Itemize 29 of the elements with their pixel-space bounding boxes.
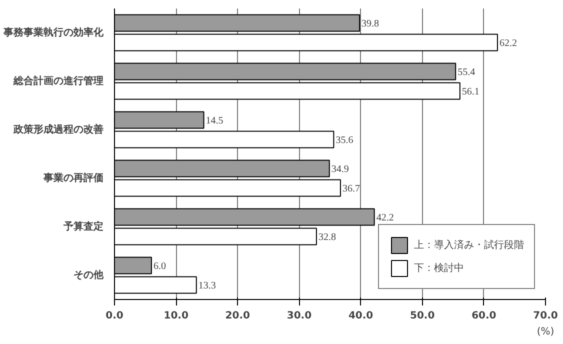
data-label: 13.3 <box>198 280 216 292</box>
x-tick-label: 10.0 <box>164 310 188 322</box>
x-tick-label: 20.0 <box>225 310 250 322</box>
x-tick-label: 0.0 <box>106 310 124 322</box>
x-tick-label: 60.0 <box>472 310 496 322</box>
y-tick-label: 政策形成過程の改善 <box>12 123 104 136</box>
legend-label: 下：検討中 <box>414 262 464 275</box>
y-tick-label: その他 <box>74 268 104 281</box>
y-tick-label: 事務事業執行の効率化 <box>2 26 104 38</box>
data-label: 42.2 <box>376 212 394 224</box>
data-label: 35.6 <box>336 134 354 146</box>
y-tick-label: 予算査定 <box>62 220 104 232</box>
data-label: 34.9 <box>331 164 349 176</box>
data-label: 6.0 <box>153 261 166 272</box>
x-tick-label: 40.0 <box>348 310 374 322</box>
data-label: 62.2 <box>499 38 517 49</box>
legend-label: 上：導入済み・試行段階 <box>414 238 524 252</box>
data-label: 14.5 <box>206 116 224 127</box>
y-tick-label: 総合計画の進行管理 <box>12 74 104 87</box>
data-label: 36.7 <box>342 183 360 194</box>
data-label: 55.4 <box>458 67 476 78</box>
data-label: 39.8 <box>362 18 380 30</box>
x-tick-label: 50.0 <box>410 310 435 322</box>
data-label: 56.1 <box>462 86 480 98</box>
x-axis-title: (%) <box>536 326 554 338</box>
data-label: 32.8 <box>318 232 336 243</box>
x-tick-label: 70.0 <box>533 310 558 322</box>
x-tick-label: 30.0 <box>286 310 312 322</box>
y-tick-label: 事業の再評価 <box>42 172 104 184</box>
